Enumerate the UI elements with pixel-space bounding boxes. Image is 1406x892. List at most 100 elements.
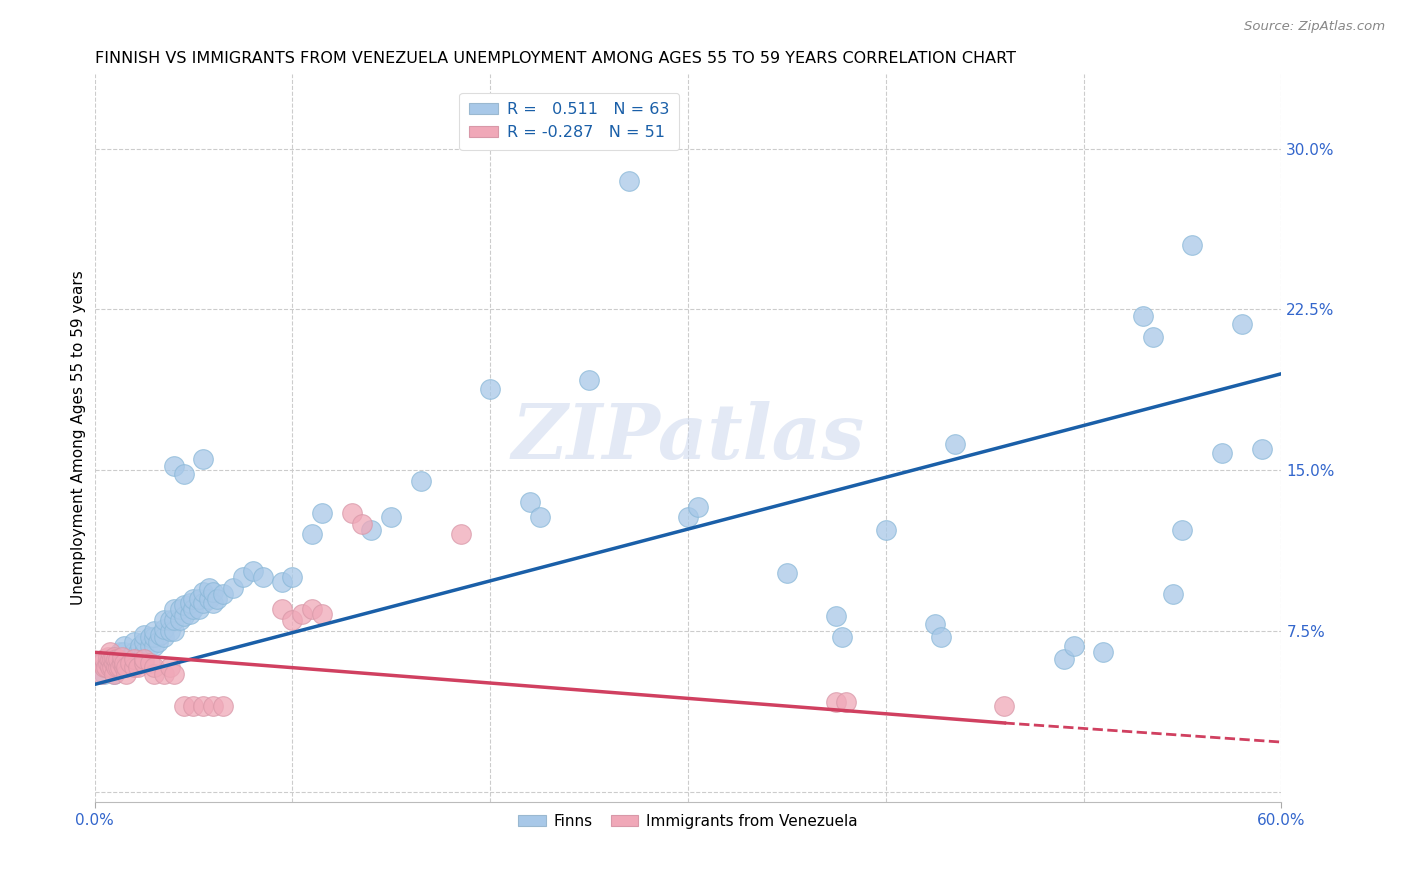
Point bbox=[193, 698, 215, 713]
Point bbox=[1132, 309, 1154, 323]
Point bbox=[100, 651, 122, 665]
Point bbox=[103, 666, 125, 681]
Point bbox=[107, 660, 129, 674]
Point bbox=[183, 698, 205, 713]
Point bbox=[93, 651, 115, 665]
Point bbox=[232, 570, 254, 584]
Point bbox=[127, 645, 149, 659]
Point bbox=[183, 602, 205, 616]
Point bbox=[519, 495, 541, 509]
Point bbox=[132, 651, 155, 665]
Point bbox=[271, 602, 294, 616]
Point bbox=[188, 602, 211, 616]
Point bbox=[153, 622, 176, 636]
Point bbox=[120, 649, 142, 664]
Point bbox=[686, 500, 709, 514]
Point bbox=[159, 613, 181, 627]
Point bbox=[103, 649, 125, 664]
Point bbox=[97, 649, 120, 664]
Point bbox=[149, 628, 172, 642]
Point bbox=[96, 660, 118, 674]
Point bbox=[101, 651, 124, 665]
Point bbox=[578, 373, 600, 387]
Point bbox=[1211, 446, 1233, 460]
Point bbox=[163, 624, 186, 638]
Point bbox=[340, 506, 363, 520]
Point bbox=[132, 656, 155, 670]
Point bbox=[91, 656, 114, 670]
Point bbox=[1181, 238, 1204, 252]
Point bbox=[169, 602, 191, 616]
Point bbox=[146, 634, 169, 648]
Text: ZIPatlas: ZIPatlas bbox=[512, 401, 865, 475]
Point bbox=[212, 587, 235, 601]
Point bbox=[1171, 523, 1194, 537]
Point bbox=[1063, 639, 1085, 653]
Point bbox=[153, 613, 176, 627]
Point bbox=[105, 651, 128, 665]
Point bbox=[924, 617, 946, 632]
Point bbox=[112, 660, 135, 674]
Point bbox=[159, 660, 181, 674]
Point bbox=[242, 564, 264, 578]
Point bbox=[993, 698, 1015, 713]
Point bbox=[142, 639, 165, 653]
Point bbox=[676, 510, 699, 524]
Point bbox=[142, 630, 165, 644]
Y-axis label: Unemployment Among Ages 55 to 59 years: Unemployment Among Ages 55 to 59 years bbox=[72, 270, 86, 606]
Point bbox=[163, 458, 186, 473]
Point bbox=[112, 639, 135, 653]
Point bbox=[179, 607, 201, 621]
Point bbox=[281, 613, 304, 627]
Point bbox=[202, 698, 225, 713]
Point bbox=[93, 666, 115, 681]
Point bbox=[835, 695, 858, 709]
Point bbox=[112, 660, 135, 674]
Point bbox=[132, 628, 155, 642]
Point bbox=[122, 656, 145, 670]
Point bbox=[179, 596, 201, 610]
Point bbox=[825, 695, 848, 709]
Point bbox=[617, 174, 640, 188]
Point bbox=[281, 570, 304, 584]
Point bbox=[1230, 318, 1253, 332]
Point bbox=[1161, 587, 1184, 601]
Point bbox=[132, 634, 155, 648]
Point bbox=[360, 523, 382, 537]
Point bbox=[409, 474, 432, 488]
Point bbox=[89, 666, 111, 681]
Point bbox=[122, 645, 145, 659]
Point bbox=[103, 660, 125, 674]
Point bbox=[100, 660, 122, 674]
Point bbox=[110, 660, 132, 674]
Point bbox=[202, 596, 225, 610]
Point bbox=[97, 656, 120, 670]
Point bbox=[111, 649, 134, 664]
Point bbox=[169, 613, 191, 627]
Point bbox=[101, 651, 124, 665]
Point bbox=[100, 645, 122, 659]
Point bbox=[120, 656, 142, 670]
Point bbox=[875, 523, 897, 537]
Point bbox=[193, 585, 215, 599]
Point bbox=[193, 596, 215, 610]
Point bbox=[112, 656, 135, 670]
Legend: Finns, Immigrants from Venezuela: Finns, Immigrants from Venezuela bbox=[512, 807, 863, 835]
Point bbox=[129, 639, 152, 653]
Point bbox=[163, 666, 186, 681]
Point bbox=[103, 656, 125, 670]
Point bbox=[103, 649, 125, 664]
Point bbox=[159, 624, 181, 638]
Point bbox=[212, 698, 235, 713]
Point bbox=[173, 467, 195, 482]
Point bbox=[222, 581, 245, 595]
Point bbox=[831, 630, 853, 644]
Text: FINNISH VS IMMIGRANTS FROM VENEZUELA UNEMPLOYMENT AMONG AGES 55 TO 59 YEARS CORR: FINNISH VS IMMIGRANTS FROM VENEZUELA UNE… bbox=[94, 51, 1015, 66]
Point bbox=[311, 506, 333, 520]
Point bbox=[122, 660, 145, 674]
Point bbox=[350, 516, 373, 531]
Point bbox=[929, 630, 952, 644]
Point bbox=[163, 602, 186, 616]
Point bbox=[142, 660, 165, 674]
Point bbox=[122, 651, 145, 665]
